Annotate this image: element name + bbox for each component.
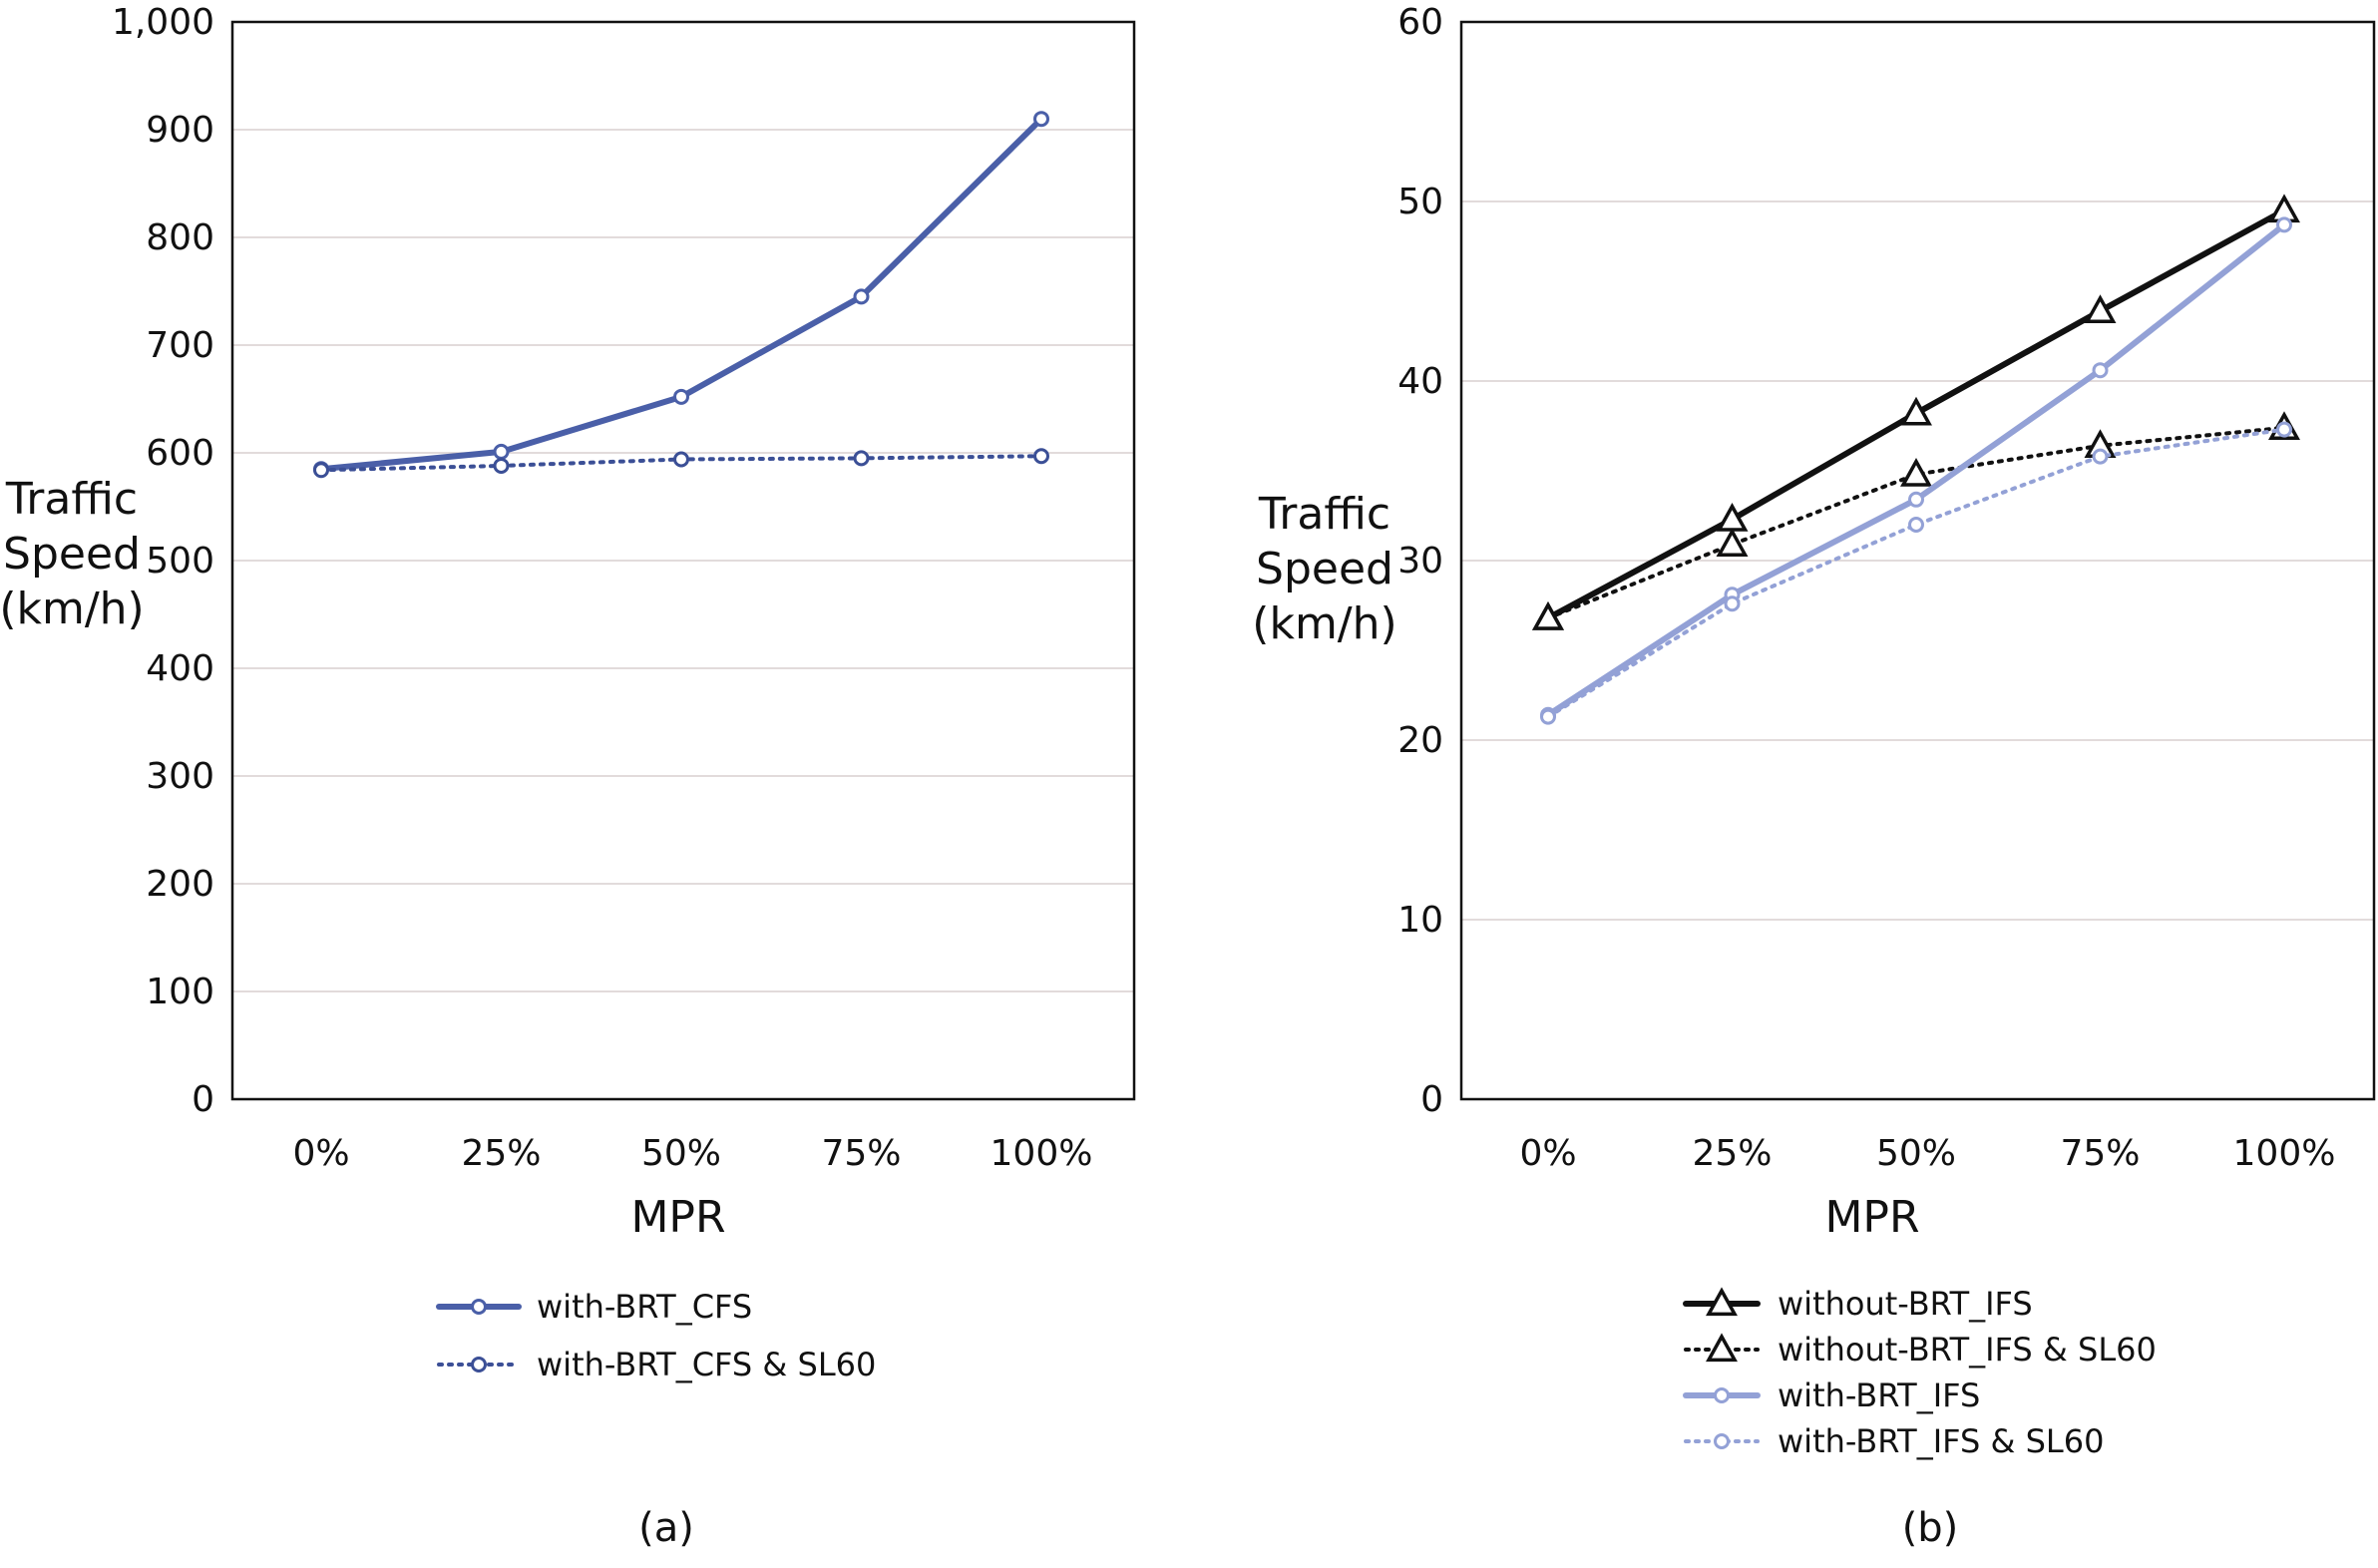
series-with-brt-cfs-sl60: [313, 448, 1049, 479]
x-tick-label: 25%: [461, 1133, 541, 1174]
data-point: [313, 462, 329, 479]
y-axis-title: Speed: [1256, 544, 1393, 594]
y-tick-label: 600: [146, 433, 214, 474]
legend-marker: [1714, 1433, 1730, 1449]
data-point: [1724, 595, 1741, 612]
y-tick-label: 50: [1397, 182, 1443, 222]
legend-marker: [1706, 1333, 1738, 1363]
legend-label: with-BRT_CFS & SL60: [537, 1346, 876, 1383]
data-point: [853, 288, 870, 305]
data-point: [673, 451, 689, 468]
data-point: [1716, 528, 1749, 557]
legend-entry: without-BRT_IFS & SL60: [1684, 1331, 2157, 1369]
legend-entry: with-BRT_IFS & SL60: [1684, 1422, 2104, 1460]
data-point: [2084, 294, 2117, 323]
data-point: [1900, 396, 1932, 426]
y-axis-title: Speed: [3, 529, 141, 580]
y-tick-label: 10: [1397, 900, 1443, 941]
data-point: [2276, 421, 2292, 438]
y-tick-label: 0: [192, 1079, 214, 1120]
legend-marker: [471, 1299, 487, 1315]
plot-frame: [230, 20, 1136, 1101]
y-tick-label: 300: [146, 756, 214, 797]
figure-caption: (b): [1902, 1505, 1959, 1551]
y-tick-label: 20: [1397, 720, 1443, 761]
series-with-brt-cfs: [313, 111, 1049, 478]
y-tick-label: 500: [146, 541, 214, 582]
series-with-brt-ifs-sl60: [1540, 421, 2292, 725]
data-point: [1900, 457, 1932, 487]
legend-marker: [1714, 1387, 1730, 1403]
data-point: [853, 450, 870, 467]
figure-caption: (a): [638, 1505, 694, 1551]
series-line: [318, 116, 1044, 473]
y-axis-title: (km/h): [0, 584, 145, 634]
legend-label: without-BRT_IFS & SL60: [1778, 1331, 2157, 1369]
data-point: [1033, 111, 1049, 128]
legend-label: with-BRT_CFS: [537, 1288, 752, 1326]
data-point: [1532, 600, 1564, 630]
legend-marker: [471, 1357, 487, 1372]
y-tick-label: 100: [146, 972, 214, 1012]
legend-label: without-BRT_IFS: [1778, 1285, 2033, 1323]
data-point: [2276, 216, 2292, 233]
legend-label: with-BRT_IFS: [1778, 1376, 1980, 1414]
legend-marker: [1706, 1287, 1738, 1317]
data-point: [1033, 448, 1049, 465]
data-point: [493, 443, 510, 460]
series-line: [1546, 427, 2286, 719]
data-point: [493, 457, 510, 474]
legend-entry: with-BRT_IFS: [1683, 1376, 1980, 1414]
data-point: [2092, 448, 2109, 465]
plot-frame: [1459, 20, 2376, 1101]
series-without-brt-ifs: [1532, 194, 2300, 630]
y-axis-title: (km/h): [1252, 598, 1396, 649]
x-tick-label: 75%: [2060, 1133, 2140, 1174]
y-tick-label: 60: [1397, 2, 1443, 43]
legend-label: with-BRT_IFS & SL60: [1778, 1422, 2104, 1460]
data-point: [2092, 362, 2109, 379]
data-point: [673, 388, 689, 405]
chart-b: 0 10 20 30 40 50 60 0% 25% 50% 75% 100% TrafficSpeed…: [1252, 2, 2376, 1551]
legend-entry: without-BRT_IFS: [1683, 1285, 2033, 1323]
data-point: [1716, 502, 1749, 532]
data-point: [1908, 517, 1924, 533]
data-point: [1908, 491, 1924, 508]
x-tick-label: 0%: [1519, 1133, 1576, 1174]
x-tick-label: 100%: [991, 1133, 1093, 1174]
x-tick-label: 25%: [1692, 1133, 1772, 1174]
x-tick-label: 100%: [2233, 1133, 2336, 1174]
chart-a: 0 100 200 300 400 500 600 700 800 900 1,000 0% 25% 50…: [0, 2, 1136, 1551]
y-axis-title: Traffic: [1258, 489, 1390, 540]
y-tick-label: 1,000: [112, 2, 214, 43]
x-tick-label: 75%: [821, 1133, 901, 1174]
series-line: [1546, 425, 2286, 620]
y-axis-title: Traffic: [5, 474, 138, 525]
y-tick-label: 700: [146, 325, 214, 366]
y-tick-label: 400: [146, 648, 214, 689]
y-tick-label: 200: [146, 864, 214, 905]
x-tick-label: 0%: [292, 1133, 349, 1174]
x-axis-title: MPR: [630, 1192, 725, 1243]
x-tick-label: 50%: [1876, 1133, 1956, 1174]
y-tick-label: 0: [1420, 1079, 1443, 1120]
y-tick-label: 40: [1397, 361, 1443, 402]
x-axis-title: MPR: [1824, 1192, 1919, 1243]
y-tick-label: 900: [146, 110, 214, 151]
legend-entry: with-BRT_CFS & SL60: [437, 1346, 876, 1383]
legend-entry: with-BRT_CFS: [436, 1288, 752, 1326]
x-tick-label: 50%: [641, 1133, 721, 1174]
y-tick-label: 800: [146, 217, 214, 258]
data-point: [1540, 708, 1556, 725]
y-tick-label: 30: [1397, 541, 1443, 582]
